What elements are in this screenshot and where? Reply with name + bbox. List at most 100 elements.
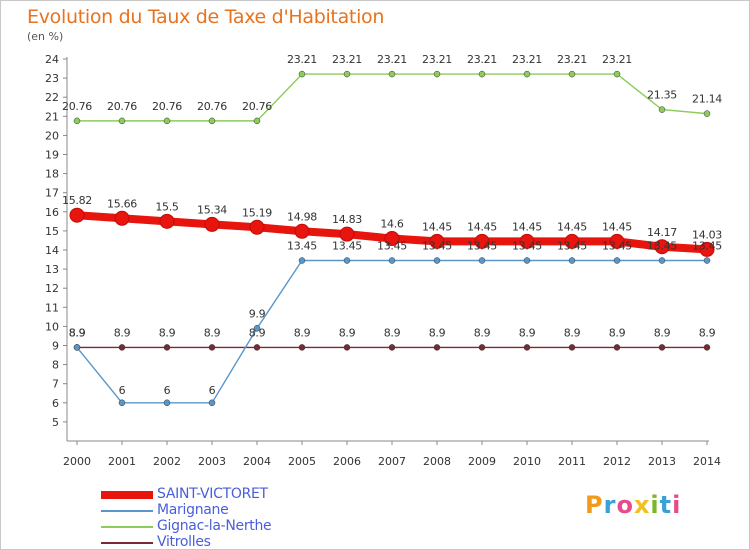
data-label: 13.45 (467, 240, 497, 253)
data-point (73, 117, 81, 125)
data-label: 6 (209, 384, 216, 397)
data-point (208, 344, 216, 351)
data-point (249, 219, 265, 235)
y-tick-label: 6 (52, 397, 59, 410)
data-label: 20.76 (107, 100, 137, 113)
data-point (118, 117, 126, 125)
x-tick-label: 2007 (378, 455, 406, 468)
proxiti-logo: Proxiti (585, 491, 681, 519)
data-label: 8.9 (339, 326, 356, 339)
data-point (564, 233, 580, 249)
data-label: 14.83 (332, 213, 362, 226)
legend-label: Marignane (157, 502, 229, 518)
x-tick-label: 2014 (693, 455, 721, 468)
data-label: 21.35 (647, 89, 677, 102)
data-label: 14.45 (467, 220, 497, 233)
x-tick-label: 2003 (198, 455, 226, 468)
data-point (429, 233, 445, 249)
logo-letter: t (659, 491, 673, 519)
data-label: 14.45 (557, 220, 587, 233)
y-tick-label: 23 (45, 72, 59, 85)
series-line (76, 73, 708, 122)
data-point (343, 257, 351, 264)
data-label: 8.9 (69, 326, 86, 339)
data-point (478, 70, 486, 78)
y-tick-label: 7 (52, 378, 59, 391)
x-tick-label: 2000 (63, 455, 91, 468)
data-point (654, 239, 670, 255)
logo-letter: x (633, 491, 651, 519)
data-label: 14.45 (602, 220, 632, 233)
data-point (298, 70, 306, 78)
data-label: 13.45 (422, 240, 452, 253)
data-label: 8.9 (204, 326, 221, 339)
x-tick-label: 2002 (153, 455, 181, 468)
data-point (253, 325, 261, 332)
data-point (163, 117, 171, 125)
data-point (163, 399, 171, 407)
data-point (433, 70, 441, 78)
x-tick-label: 2013 (648, 455, 676, 468)
legend-swatch (101, 526, 153, 528)
data-point (208, 399, 216, 407)
data-label: 8.9 (654, 326, 671, 339)
data-point (118, 399, 126, 407)
data-label: 20.76 (152, 100, 182, 113)
data-label: 20.76 (197, 100, 227, 113)
data-point (159, 213, 175, 229)
logo-letter: o (616, 491, 634, 519)
data-point (73, 344, 81, 351)
x-tick-label: 2001 (108, 455, 136, 468)
x-tick-label: 2005 (288, 455, 316, 468)
y-tick-label: 19 (45, 149, 59, 162)
data-label: 8.9 (564, 326, 581, 339)
data-label: 13.45 (287, 240, 317, 253)
data-label: 13.45 (377, 240, 407, 253)
data-label: 14.45 (512, 220, 542, 233)
y-tick-label: 14 (45, 244, 59, 257)
data-label: 23.21 (377, 53, 407, 66)
data-point (69, 207, 85, 223)
data-label: 23.21 (557, 53, 587, 66)
data-point (204, 216, 220, 232)
data-label: 8.9 (474, 326, 491, 339)
data-point (658, 257, 666, 264)
y-tick-label: 9 (52, 340, 59, 353)
x-tick-label: 2010 (513, 455, 541, 468)
x-tick-label: 2006 (333, 455, 361, 468)
y-tick-label: 12 (45, 282, 59, 295)
data-label: 15.34 (197, 203, 227, 216)
data-label: 14.6 (380, 218, 404, 231)
data-label: 14.45 (422, 220, 452, 233)
legend-label: Gignac-la-Nerthe (157, 518, 272, 534)
legend-swatch (101, 542, 153, 544)
data-label: 13.45 (602, 240, 632, 253)
data-point (523, 257, 531, 264)
y-tick-label: 18 (45, 168, 59, 181)
logo-letter: P (585, 491, 604, 519)
data-point (343, 70, 351, 78)
data-label: 23.21 (332, 53, 362, 66)
data-point (298, 257, 306, 264)
data-label: 13.45 (332, 240, 362, 253)
data-label: 14.98 (287, 210, 317, 223)
data-point (568, 257, 576, 264)
data-point (388, 344, 396, 351)
data-point (118, 344, 126, 351)
data-label: 20.76 (62, 100, 92, 113)
data-label: 23.21 (422, 53, 452, 66)
data-label: 8.9 (699, 326, 716, 339)
x-tick-label: 2009 (468, 455, 496, 468)
y-tick-label: 21 (45, 110, 59, 123)
y-tick-label: 11 (45, 301, 59, 314)
data-label: 8.9 (609, 326, 626, 339)
data-point (613, 70, 621, 78)
data-point (609, 233, 625, 249)
data-point (613, 344, 621, 351)
legend-label: SAINT-VICTORET (157, 486, 268, 502)
legend-label: Vitrolles (157, 534, 211, 550)
data-point (253, 117, 261, 125)
data-point (298, 344, 306, 351)
